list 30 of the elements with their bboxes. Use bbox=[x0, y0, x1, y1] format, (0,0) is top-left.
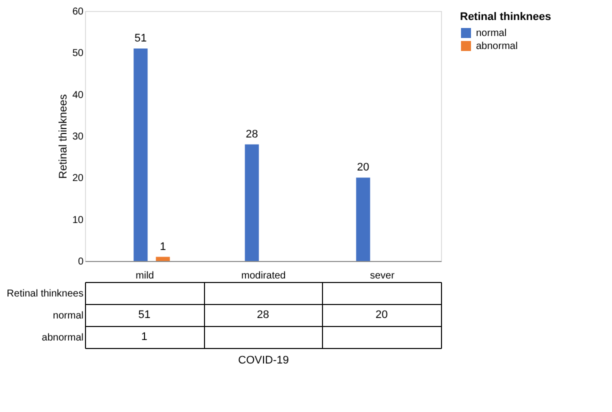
bar bbox=[134, 48, 148, 261]
text: Retinal thinknees bbox=[6, 288, 84, 300]
x-tick-label: mild bbox=[136, 270, 154, 282]
y-axis-title: Retinal thinknees bbox=[57, 94, 70, 179]
text: COVID-19 bbox=[238, 354, 289, 366]
text: abnormal bbox=[42, 332, 84, 344]
data-label: 28 bbox=[246, 128, 258, 140]
y-tick-label: 50 bbox=[72, 48, 84, 60]
text: normal bbox=[52, 310, 84, 322]
y-tick-label: 40 bbox=[72, 90, 84, 101]
legend-label: normal bbox=[476, 28, 507, 39]
x-tick-label: modirated bbox=[241, 270, 286, 282]
legend-label: abnormal bbox=[476, 41, 518, 52]
bar bbox=[356, 178, 370, 261]
y-tick-label: 30 bbox=[72, 132, 84, 142]
y-tick-label: 20 bbox=[72, 173, 84, 184]
x-tick-label: sever bbox=[370, 270, 396, 282]
data-label: 1 bbox=[160, 240, 166, 253]
y-tick-label: 0 bbox=[78, 256, 84, 268]
text: 51 bbox=[138, 309, 150, 321]
y-tick-label: 60 bbox=[72, 6, 84, 18]
legend-title: Retinal thinknees bbox=[460, 11, 552, 23]
bar bbox=[244, 144, 259, 261]
text: 1 bbox=[141, 331, 148, 343]
bar bbox=[156, 256, 170, 261]
text: 20 bbox=[376, 309, 388, 321]
y-tick-label: 10 bbox=[72, 214, 84, 226]
data-label: 51 bbox=[134, 32, 147, 44]
data-label: 20 bbox=[357, 162, 370, 174]
text: 28 bbox=[256, 309, 270, 321]
